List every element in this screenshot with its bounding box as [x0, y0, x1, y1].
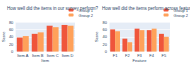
svg-text:Item B: Item B — [32, 53, 44, 58]
svg-text:20: 20 — [9, 42, 14, 47]
svg-text:How well did the items perform: How well did the items perform across fe… — [102, 6, 190, 11]
svg-text:How well did the items in our: How well did the items in our survey per… — [7, 6, 99, 11]
svg-text:0: 0 — [11, 49, 14, 54]
svg-text:F5: F5 — [162, 53, 167, 58]
svg-text:60: 60 — [9, 27, 14, 32]
svg-text:80: 80 — [9, 20, 14, 25]
svg-text:40: 40 — [9, 34, 14, 39]
svg-text:Feature: Feature — [133, 58, 148, 63]
svg-text:Score: Score — [1, 31, 6, 42]
svg-text:Item: Item — [41, 58, 49, 63]
svg-text:Item A: Item A — [17, 53, 29, 58]
svg-text:F1: F1 — [113, 53, 118, 58]
svg-text:F2: F2 — [125, 53, 130, 58]
svg-text:20: 20 — [103, 42, 108, 47]
svg-text:Item D: Item D — [62, 53, 74, 58]
svg-text:F3: F3 — [137, 53, 142, 58]
svg-text:0: 0 — [105, 49, 108, 54]
svg-text:Item C: Item C — [47, 53, 59, 58]
svg-text:F4: F4 — [149, 53, 154, 58]
svg-text:60: 60 — [103, 27, 108, 32]
svg-text:80: 80 — [103, 20, 108, 25]
svg-text:Group 2: Group 2 — [79, 13, 94, 18]
svg-text:40: 40 — [103, 34, 108, 39]
svg-text:Score: Score — [94, 31, 99, 42]
svg-text:Group 2: Group 2 — [174, 13, 189, 18]
